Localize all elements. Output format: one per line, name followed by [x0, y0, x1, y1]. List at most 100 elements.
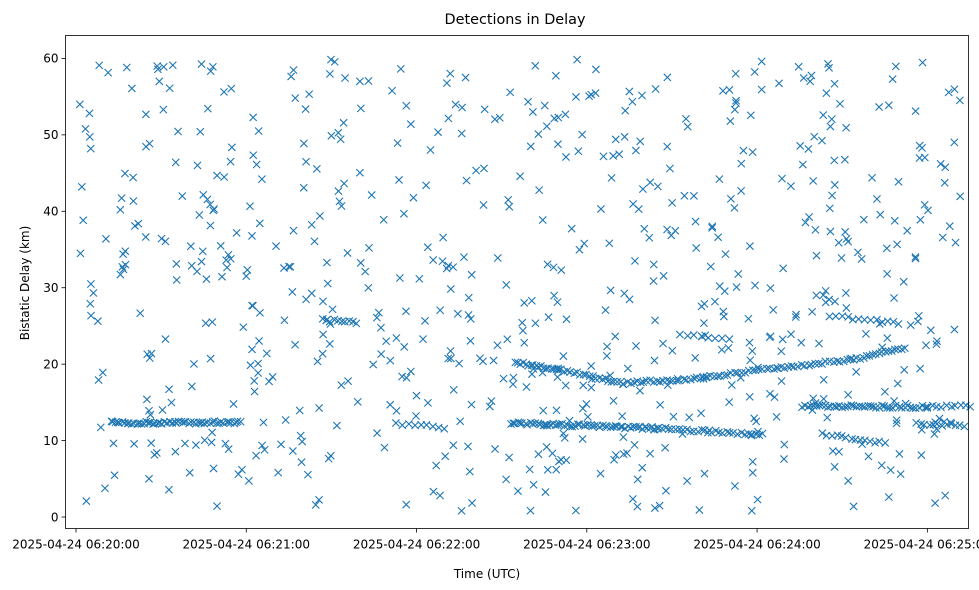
data-point — [893, 240, 902, 249]
data-point — [675, 330, 684, 339]
data-point — [411, 421, 420, 430]
data-point — [438, 257, 447, 266]
data-point — [571, 506, 580, 515]
data-point — [145, 139, 154, 148]
data-point — [116, 205, 125, 214]
data-point — [391, 419, 400, 428]
data-point — [146, 410, 155, 419]
data-point — [753, 495, 762, 504]
data-point — [206, 221, 215, 230]
data-point — [89, 288, 98, 297]
data-point — [732, 96, 741, 105]
data-point — [667, 231, 676, 240]
data-point — [219, 87, 228, 96]
data-point — [591, 89, 600, 98]
data-point — [602, 423, 611, 432]
data-point — [757, 57, 766, 66]
data-point — [216, 418, 225, 426]
data-point — [361, 267, 370, 276]
data-point — [446, 354, 455, 363]
data-point — [918, 143, 927, 152]
data-point — [651, 84, 660, 93]
x-tick-label: 2025-04-24 06:22:00 — [353, 538, 480, 552]
data-point — [490, 115, 499, 124]
data-point — [236, 417, 245, 426]
data-point — [513, 487, 522, 496]
data-point — [274, 468, 283, 477]
data-point — [503, 335, 512, 344]
data-point — [598, 421, 607, 430]
data-point — [636, 378, 645, 387]
data-point — [579, 381, 588, 390]
data-point — [947, 419, 956, 428]
data-point — [527, 370, 536, 379]
data-point — [172, 275, 181, 284]
data-point — [757, 85, 766, 94]
data-point — [834, 238, 843, 247]
data-point — [818, 136, 826, 145]
data-point — [821, 298, 830, 307]
data-point — [129, 197, 138, 206]
data-point — [583, 420, 592, 429]
data-point — [446, 347, 455, 355]
data-point — [395, 175, 403, 184]
data-point — [821, 286, 830, 295]
data-point — [372, 313, 381, 322]
data-point — [550, 291, 559, 300]
data-point — [730, 482, 739, 491]
data-point — [649, 425, 658, 434]
data-point — [852, 402, 861, 411]
data-point — [402, 101, 411, 110]
data-point — [559, 429, 568, 438]
data-point — [288, 447, 297, 456]
data-point — [611, 451, 620, 460]
data-point — [607, 173, 616, 182]
data-point — [559, 352, 568, 361]
data-point — [590, 421, 599, 430]
data-point — [254, 359, 263, 368]
data-point — [206, 67, 215, 76]
data-point — [611, 332, 620, 341]
data-point — [237, 465, 246, 474]
data-point — [472, 166, 481, 175]
data-point — [697, 409, 706, 418]
data-point — [415, 274, 424, 283]
data-point — [884, 347, 893, 356]
data-point — [775, 79, 784, 88]
data-point — [636, 137, 645, 146]
data-point — [906, 321, 915, 330]
data-point — [153, 62, 162, 71]
data-point — [302, 157, 311, 166]
data-point — [649, 277, 658, 286]
data-point — [932, 340, 941, 349]
data-point — [525, 465, 534, 474]
data-point — [599, 152, 608, 161]
data-point — [466, 314, 475, 323]
data-point — [737, 186, 746, 195]
data-point — [233, 417, 242, 426]
data-point — [689, 331, 698, 340]
data-point — [116, 270, 125, 279]
data-point — [680, 375, 689, 384]
data-point — [836, 99, 844, 108]
data-point — [323, 279, 332, 288]
data-point — [661, 443, 670, 452]
data-point — [196, 127, 205, 136]
data-point — [847, 401, 856, 410]
data-point — [809, 394, 818, 403]
data-point — [281, 416, 290, 424]
data-point — [625, 87, 634, 96]
data-point — [841, 289, 850, 298]
data-point — [404, 420, 413, 428]
data-point — [578, 434, 587, 443]
data-point — [255, 219, 264, 228]
data-point — [85, 109, 94, 118]
data-point — [606, 371, 615, 380]
data-point — [731, 69, 740, 78]
data-point — [649, 260, 658, 269]
y-axis-label: Bistatic Delay (km) — [18, 226, 32, 341]
data-point — [826, 227, 835, 236]
data-point — [506, 88, 515, 97]
data-point — [894, 319, 903, 328]
data-point — [429, 256, 438, 264]
